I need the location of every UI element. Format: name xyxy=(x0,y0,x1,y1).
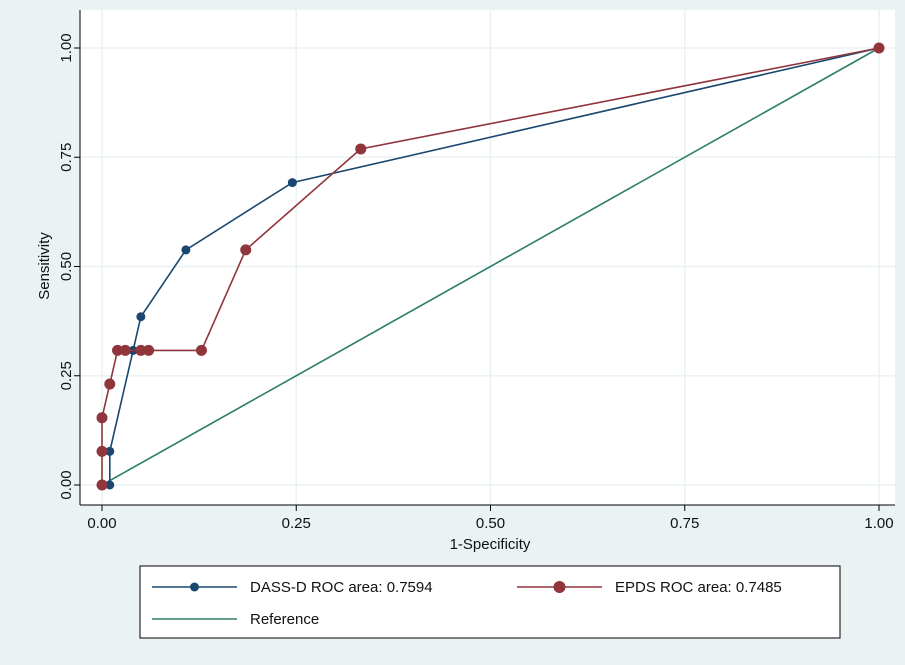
legend-label: EPDS ROC area: 0.7485 xyxy=(615,579,782,596)
axes: 0.00 0.00 0.25 0.25 0.50 0.50 0.75 0.75 1.00 1.00 xyxy=(58,10,895,532)
data-point xyxy=(96,412,108,424)
data-point xyxy=(112,344,124,356)
series-1 xyxy=(96,42,885,491)
legend-item: Reference xyxy=(152,611,319,628)
series xyxy=(96,42,885,491)
legend-swatch-marker xyxy=(190,582,199,592)
x-tick-label: 0.25 xyxy=(282,515,311,532)
series-line xyxy=(102,47,880,486)
data-point xyxy=(96,445,108,457)
x-axis-title: 1-Specificity xyxy=(450,536,531,553)
series-line xyxy=(101,47,880,485)
y-tick-label: 0.75 xyxy=(58,143,75,172)
legend: DASS-D ROC area: 0.7594 EPDS ROC area: 0.… xyxy=(139,565,841,639)
data-point xyxy=(105,480,115,490)
series-2 xyxy=(101,47,880,486)
x-tick-label: 1.00 xyxy=(864,515,893,532)
data-point xyxy=(355,143,367,155)
y-tick-label: 0.25 xyxy=(58,361,75,390)
data-point xyxy=(119,344,131,356)
data-point xyxy=(143,344,155,356)
data-point xyxy=(135,344,147,356)
plot-area xyxy=(80,10,895,505)
x-tick-label: 0.50 xyxy=(476,515,505,532)
legend-box xyxy=(139,565,841,639)
y-tick-label: 0.00 xyxy=(58,470,75,499)
legend-swatch-marker xyxy=(553,581,566,593)
x-tick-label: 0.00 xyxy=(87,515,116,532)
data-point xyxy=(240,244,252,256)
data-point xyxy=(136,312,146,322)
data-point xyxy=(287,178,297,188)
y-tick-label: 0.50 xyxy=(58,252,75,281)
legend-label: DASS-D ROC area: 0.7594 xyxy=(250,579,433,596)
data-point xyxy=(104,378,116,390)
legend-item: DASS-D ROC area: 0.7594 xyxy=(152,579,433,596)
x-tick-label: 0.75 xyxy=(670,515,699,532)
data-point xyxy=(105,446,115,456)
data-point xyxy=(873,42,885,54)
y-axis-title: Sensitivity xyxy=(36,232,53,300)
legend-label: Reference xyxy=(250,611,319,628)
legend-item: EPDS ROC area: 0.7485 xyxy=(517,579,782,596)
series-line xyxy=(101,47,880,486)
grid-lines xyxy=(80,10,895,505)
data-point xyxy=(181,245,191,255)
data-point xyxy=(96,479,108,491)
y-tick-label: 1.00 xyxy=(58,33,75,62)
data-point xyxy=(195,344,207,356)
